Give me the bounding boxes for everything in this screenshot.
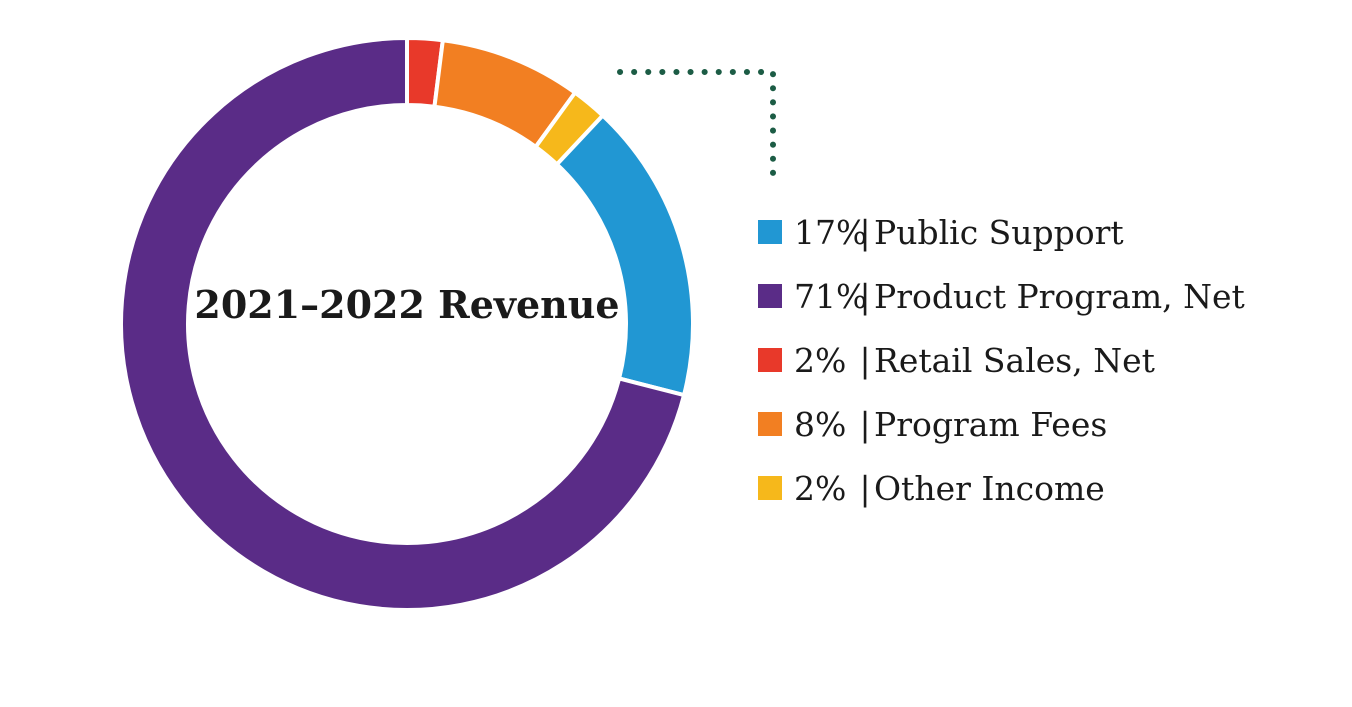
legend-percent: 17% (794, 212, 868, 252)
legend-label: Product Program, Net (874, 276, 1245, 316)
legend-percent: 8% (794, 404, 847, 444)
legend-item-public-support: 17% | Public Support (758, 200, 1245, 264)
chart-legend: 17% | Public Support 71% | Product Program, N… (758, 200, 1245, 520)
legend-percent: 2% (794, 340, 847, 380)
donut-slice-public-support (554, 112, 695, 398)
legend-label: Program Fees (874, 404, 1108, 444)
legend-separator: | (859, 212, 871, 252)
legend-swatch (758, 220, 782, 244)
legend-percent: 71% (794, 276, 868, 316)
legend-swatch (758, 412, 782, 436)
legend-separator: | (859, 404, 871, 444)
chart-title: 2021–2022 Revenue (194, 282, 619, 327)
legend-connector-line (617, 69, 776, 177)
legend-label: Other Income (874, 468, 1105, 508)
legend-item-program-fees: 8% | Program Fees (758, 392, 1245, 456)
legend-item-product-program-net: 71% | Product Program, Net (758, 264, 1245, 328)
legend-swatch (758, 476, 782, 500)
legend-separator: | (859, 468, 871, 508)
legend-label: Retail Sales, Net (874, 340, 1155, 380)
legend-swatch (758, 284, 782, 308)
donut-slice-product-program-net (119, 35, 687, 612)
legend-percent: 2% (794, 468, 847, 508)
legend-separator: | (859, 276, 871, 316)
donut-slices (119, 35, 695, 612)
legend-item-other-income: 2% | Other Income (758, 456, 1245, 520)
legend-label: Public Support (874, 212, 1124, 252)
legend-swatch (758, 348, 782, 372)
legend-item-retail-sales-net: 2% | Retail Sales, Net (758, 328, 1245, 392)
legend-separator: | (859, 340, 871, 380)
